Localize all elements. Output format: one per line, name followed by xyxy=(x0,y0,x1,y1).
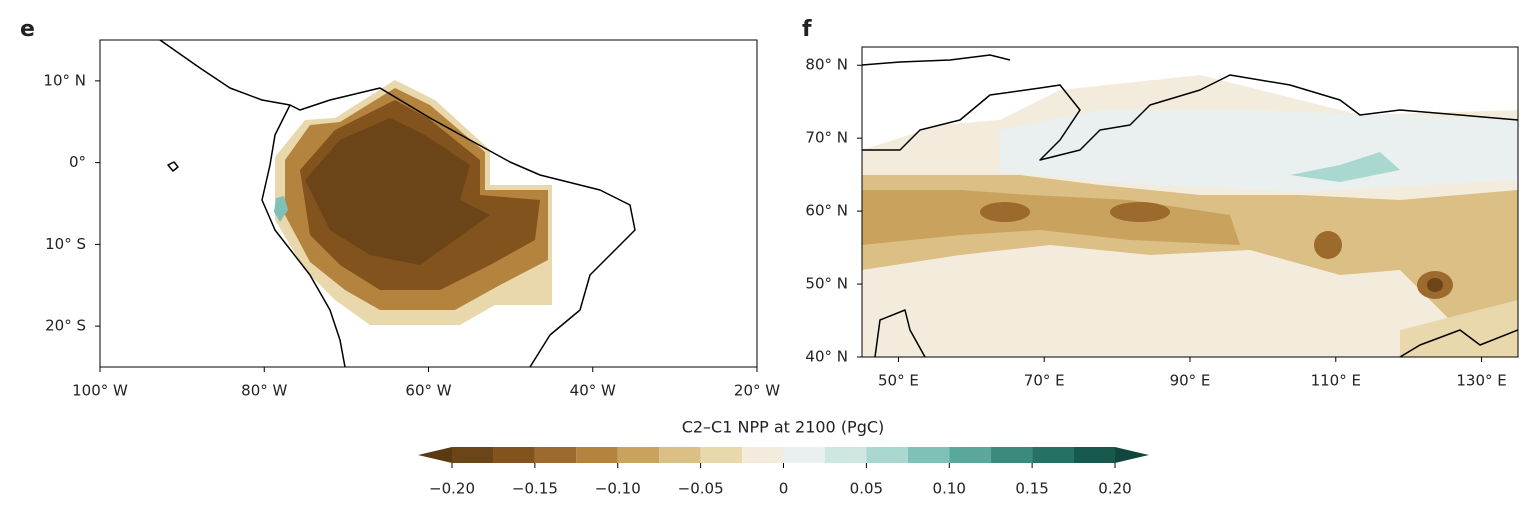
y-tick-label: 80° N xyxy=(805,56,848,74)
x-tick-label: 90° E xyxy=(1170,372,1211,390)
colorbar-extend xyxy=(418,447,452,463)
colorbar-bin xyxy=(783,447,825,463)
colorbar-bin xyxy=(617,447,660,463)
colorbar-bin xyxy=(452,447,494,463)
x-tick-label: 130° E xyxy=(1456,372,1506,390)
x-tick-label: 100° W xyxy=(72,382,128,400)
y-tick-label: 40° N xyxy=(805,348,848,366)
x-tick-label: 80° W xyxy=(241,382,287,400)
colorbar-tick-label: 0.20 xyxy=(1098,480,1131,498)
y-tick-label: 70° N xyxy=(805,129,848,147)
y-tick-label: 10° S xyxy=(45,235,86,253)
colorbar-bin xyxy=(742,447,784,463)
colorbar-bin xyxy=(990,447,1033,463)
colorbar-bin xyxy=(949,447,991,463)
panel-label: e xyxy=(20,17,35,42)
map-f xyxy=(862,47,1518,357)
map-e xyxy=(159,40,636,367)
panel-label: f xyxy=(802,17,812,42)
y-tick-label: 0° xyxy=(69,153,86,171)
y-tick-label: 10° N xyxy=(43,71,86,89)
x-tick-label: 60° W xyxy=(405,382,451,400)
colorbar-tick-label: −0.20 xyxy=(429,480,475,498)
colorbar-tick-label: −0.10 xyxy=(595,480,641,498)
colorbar-tick-label: 0.10 xyxy=(933,480,966,498)
colorbar-tick-label: −0.15 xyxy=(512,480,558,498)
colorbar-bin xyxy=(659,447,701,463)
colorbar-bin xyxy=(700,447,743,463)
colorbar-bin xyxy=(907,447,950,463)
colorbar-tick-label: −0.05 xyxy=(678,480,724,498)
colorbar-tick-label: 0.15 xyxy=(1015,480,1048,498)
colorbar-bin xyxy=(576,447,618,463)
colorbar-bin xyxy=(866,447,908,463)
colorbar-extend xyxy=(1115,447,1149,463)
y-tick-label: 50° N xyxy=(805,275,848,293)
coastline xyxy=(862,54,1518,357)
colorbar-bin xyxy=(1032,447,1074,463)
colorbar-bin xyxy=(534,447,577,463)
colorbar-bin xyxy=(824,447,867,463)
coastline xyxy=(159,40,636,367)
y-tick-label: 20° S xyxy=(45,317,86,335)
x-tick-label: 20° W xyxy=(734,382,780,400)
colorbar-bin xyxy=(493,447,535,463)
colorbar-tick-label: 0.05 xyxy=(850,480,883,498)
x-tick-label: 40° W xyxy=(570,382,616,400)
colorbar-title: C2–C1 NPP at 2100 (PgC) xyxy=(682,418,885,437)
x-tick-label: 70° E xyxy=(1024,372,1065,390)
x-tick-label: 50° E xyxy=(878,372,919,390)
colorbar-bin xyxy=(1073,447,1115,463)
colorbar-tick-label: 0 xyxy=(779,480,789,498)
x-tick-label: 110° E xyxy=(1311,372,1361,390)
y-tick-label: 60° N xyxy=(805,202,848,220)
